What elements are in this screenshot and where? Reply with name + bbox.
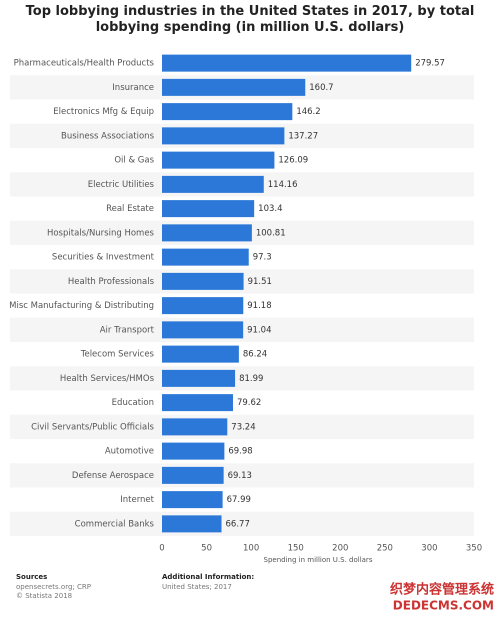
- y-tick-label: Health Services/HMOs: [60, 374, 155, 384]
- value-label: 97.3: [253, 253, 272, 263]
- bar: [162, 78, 306, 96]
- y-tick-label: Education: [112, 398, 154, 408]
- info-title: Additional Information:: [162, 573, 254, 581]
- y-tick-label: Misc Manufacturing & Distributing: [9, 301, 154, 311]
- y-tick-label: Business Associations: [61, 131, 155, 141]
- value-label: 69.13: [228, 471, 252, 481]
- bar: [162, 127, 285, 145]
- bar: [162, 345, 239, 363]
- bar: [162, 491, 223, 509]
- y-tick-label: Real Estate: [106, 204, 154, 214]
- bar: [162, 151, 275, 169]
- value-label: 67.99: [227, 495, 251, 505]
- value-label: 91.51: [248, 277, 272, 287]
- row-band: [10, 414, 474, 439]
- value-label: 69.98: [228, 447, 252, 457]
- bar: [162, 466, 224, 484]
- bar: [162, 321, 244, 339]
- chart-title: Top lobbying industries in the United St…: [25, 4, 475, 35]
- bar: [162, 394, 233, 412]
- y-tick-label: Hospitals/Nursing Homes: [47, 228, 155, 238]
- bar: [162, 442, 225, 460]
- y-tick-label: Commercial Banks: [75, 519, 155, 529]
- bar: [162, 175, 264, 193]
- copyright: © Statista 2018: [16, 592, 72, 600]
- bar: [162, 418, 228, 436]
- value-label: 91.18: [247, 301, 271, 311]
- x-axis-label: Spending in million U.S. dollars: [264, 556, 373, 564]
- row-band: [10, 511, 474, 536]
- watermark: DEDECMS.COM: [393, 599, 494, 613]
- value-label: 66.77: [226, 519, 250, 529]
- y-tick-label: Automotive: [105, 447, 154, 457]
- x-tick-label: 100: [243, 544, 259, 554]
- sources: opensecrets.org; CRP: [16, 583, 91, 591]
- value-label: 73.24: [231, 422, 255, 432]
- value-label: 146.2: [296, 107, 320, 117]
- bar: [162, 515, 222, 533]
- value-label: 81.99: [239, 374, 263, 384]
- y-tick-label: Defense Aerospace: [72, 471, 154, 481]
- x-tick-label: 200: [332, 544, 348, 554]
- bar: [162, 272, 244, 290]
- x-tick-label: 250: [377, 544, 393, 554]
- value-label: 100.81: [256, 228, 286, 238]
- y-tick-label: Pharmaceuticals/Health Products: [14, 59, 155, 69]
- y-tick-label: Insurance: [112, 83, 154, 93]
- x-tick-label: 0: [159, 544, 164, 554]
- bar: [162, 54, 412, 72]
- y-tick-label: Securities & Investment: [52, 253, 155, 263]
- x-tick-label: 350: [466, 544, 482, 554]
- y-tick-label: Telecom Services: [80, 350, 155, 360]
- y-tick-label: Electric Utilities: [88, 180, 155, 190]
- value-label: 160.7: [309, 83, 333, 93]
- y-tick-label: Oil & Gas: [114, 156, 154, 166]
- value-label: 103.4: [258, 204, 282, 214]
- x-tick-label: 150: [288, 544, 304, 554]
- x-tick-label: 300: [421, 544, 437, 554]
- bar: [162, 224, 252, 242]
- y-tick-label: Internet: [120, 495, 154, 505]
- value-label: 79.62: [237, 398, 261, 408]
- value-label: 86.24: [243, 350, 267, 360]
- value-label: 126.09: [278, 156, 308, 166]
- y-tick-label: Air Transport: [100, 325, 155, 335]
- bar: [162, 297, 244, 315]
- y-tick-label: Health Professionals: [68, 277, 155, 287]
- y-tick-label: Electronics Mfg & Equip: [53, 107, 154, 117]
- x-tick-label: 50: [201, 544, 212, 554]
- info: United States; 2017: [162, 583, 232, 591]
- watermark: 织梦内容管理系统: [390, 582, 494, 598]
- value-label: 279.57: [415, 59, 445, 69]
- row-band: [10, 366, 474, 391]
- y-tick-label: Civil Servants/Public Officials: [31, 422, 154, 432]
- sources-title: Sources: [16, 573, 47, 581]
- bar: [162, 369, 236, 387]
- bar: [162, 248, 249, 266]
- value-label: 91.04: [247, 325, 271, 335]
- row-band: [10, 463, 474, 488]
- bar: [162, 103, 293, 121]
- value-label: 114.16: [268, 180, 298, 190]
- value-label: 137.27: [288, 131, 318, 141]
- bar: [162, 200, 255, 218]
